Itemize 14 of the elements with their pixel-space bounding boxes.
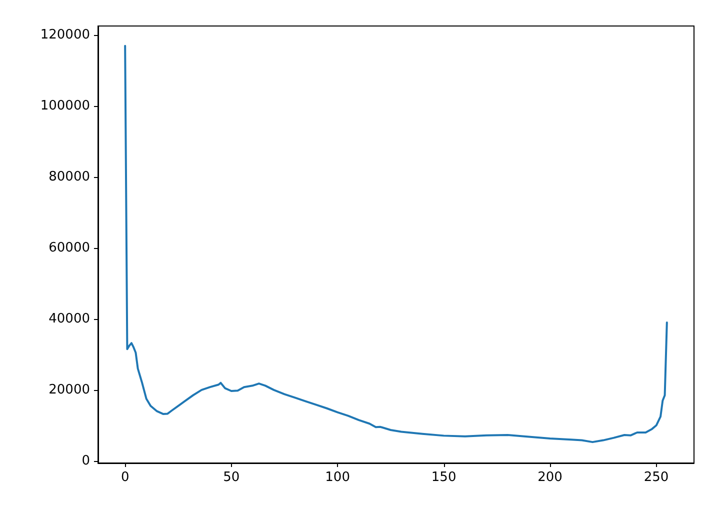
y-tick-label: 0: [82, 453, 90, 468]
x-tick-label: 100: [325, 470, 350, 485]
y-tick-label: 120000: [40, 28, 90, 43]
x-tick-label: 150: [431, 470, 456, 485]
x-tick-label: 0: [120, 470, 130, 485]
line-series: [124, 44, 668, 444]
y-tick-label: 80000: [48, 170, 90, 185]
x-tick-label: 50: [223, 470, 240, 485]
y-tick-label: 60000: [48, 240, 90, 256]
y-tick-label: 40000: [48, 311, 90, 326]
y-tick-label: 100000: [40, 98, 90, 114]
x-tick-label: 200: [538, 470, 562, 485]
y-tick-label: 20000: [48, 382, 90, 398]
x-tick-label: 250: [644, 470, 669, 485]
